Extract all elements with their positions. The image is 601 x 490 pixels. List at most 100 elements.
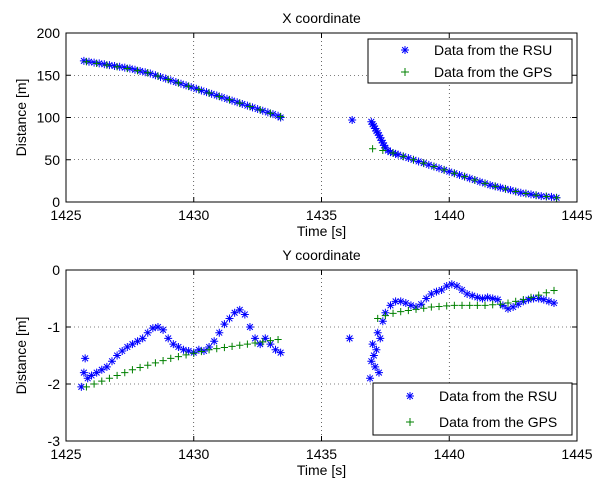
plot2-gps-point bbox=[412, 305, 420, 313]
plot1-gps-point bbox=[542, 192, 550, 201]
plot1-rsu-point bbox=[182, 81, 191, 90]
plot1-rsu-point bbox=[348, 116, 357, 125]
plot1-rsu-point bbox=[110, 61, 119, 70]
plot1-x-tick-label: 1435 bbox=[306, 207, 337, 223]
plot2-x-tick-label: 1430 bbox=[178, 446, 209, 462]
plot1-y-tick-label: 100 bbox=[37, 110, 61, 126]
plot2-gps-point bbox=[504, 299, 512, 307]
plot1-rsu-point bbox=[445, 167, 454, 176]
plot2-rsu-point bbox=[369, 351, 378, 360]
plot2-gps-point bbox=[519, 296, 527, 304]
plot1-gps-point bbox=[440, 166, 448, 174]
plot1-rsu-point bbox=[274, 111, 283, 120]
plot1-rsu-point bbox=[380, 141, 389, 150]
plot1-y-tick-label: 50 bbox=[44, 152, 60, 168]
plot2-y-tick-label: -3 bbox=[48, 433, 61, 449]
plot1-rsu-point bbox=[161, 74, 170, 83]
plot2-rsu-point bbox=[240, 310, 249, 319]
plot1-rsu-point bbox=[187, 83, 196, 92]
plot1-legend-label-2: Data from the GPS bbox=[434, 64, 552, 80]
plot1-rsu-point bbox=[369, 121, 378, 130]
plot2-gps-point bbox=[542, 289, 550, 297]
plot2-rsu-point bbox=[473, 293, 482, 302]
plot2-rsu-point bbox=[367, 357, 376, 366]
plot1-gps-point bbox=[481, 179, 489, 188]
plot1-gps-point bbox=[246, 102, 254, 111]
plot2-rsu-point bbox=[245, 323, 254, 331]
plot2-title: Y coordinate bbox=[282, 247, 361, 263]
plot2-rsu-point bbox=[368, 340, 377, 349]
plot2-rsu-point bbox=[133, 337, 142, 346]
plot2-gps-point bbox=[190, 349, 198, 357]
plot2-rsu-point bbox=[422, 294, 431, 303]
plot2-rsu-point bbox=[179, 345, 188, 354]
plot1-gps-point bbox=[369, 145, 377, 153]
plot1-gps-point bbox=[195, 86, 203, 94]
plot2-gps-point bbox=[259, 338, 267, 346]
plot2-rsu-point bbox=[77, 382, 86, 391]
plot2-legend-label-2: Data from the GPS bbox=[439, 414, 557, 430]
plot2-rsu-point bbox=[123, 342, 132, 351]
plot1-gps-point bbox=[420, 159, 428, 167]
plot2-legend-label-1: Data from the RSU bbox=[439, 388, 557, 404]
plot1-gps-point bbox=[409, 156, 418, 164]
plot2-rsu-point bbox=[468, 291, 477, 300]
plot2-gps-point bbox=[151, 359, 160, 367]
plot2-rsu-point bbox=[437, 285, 446, 294]
plot2-y-tick-label: 0 bbox=[52, 262, 60, 278]
plot2-gps-point bbox=[243, 340, 252, 348]
plot1-rsu-point bbox=[90, 58, 99, 67]
plot2-rsu-point bbox=[458, 285, 467, 294]
plot1-rsu-point bbox=[537, 192, 546, 201]
plot1-gps-point bbox=[501, 185, 510, 193]
plot1-legend-label-1: Data from the RSU bbox=[434, 42, 552, 58]
plot2-gps-point bbox=[182, 351, 190, 359]
plot2-rsu-point bbox=[493, 295, 502, 304]
plot2-gps-point bbox=[443, 302, 451, 310]
plot2-rsu-point bbox=[483, 293, 492, 302]
plot2-rsu-point bbox=[102, 362, 111, 371]
plot2-rsu-point bbox=[113, 351, 122, 360]
plot2-rsu-point bbox=[524, 295, 533, 304]
plot1-gps-point bbox=[93, 59, 101, 68]
plot1-rsu-point bbox=[130, 65, 139, 74]
plot2-series-1 bbox=[77, 280, 559, 391]
plot1-rsu-point bbox=[414, 157, 423, 166]
plot2-rsu-point bbox=[215, 328, 224, 337]
plot1-gps-point bbox=[266, 109, 274, 117]
plot2-rsu-point bbox=[345, 334, 354, 343]
plot2-rsu-point bbox=[417, 300, 426, 309]
plot1-gps-point bbox=[491, 182, 499, 190]
plot2-gps-point bbox=[435, 302, 443, 311]
plot2-gps-point bbox=[82, 383, 91, 391]
plot2-legend-box bbox=[372, 382, 573, 436]
plot2-gps-point bbox=[397, 308, 405, 316]
plot2-gps-point bbox=[389, 309, 397, 317]
plot1-x-tick-label: 1440 bbox=[434, 207, 465, 223]
plot2-rsu-point bbox=[374, 368, 383, 377]
plot2-legend-marker-rsu bbox=[406, 392, 414, 400]
plot2-rsu-point bbox=[251, 334, 260, 343]
plot1-rsu-point bbox=[146, 69, 155, 78]
plot1-rsu-point bbox=[367, 117, 376, 126]
plot2-y-tick-label: -1 bbox=[48, 319, 61, 335]
plot2-gps-point bbox=[174, 353, 183, 361]
plot1-gps-point bbox=[133, 67, 142, 75]
plot2-rsu-point bbox=[164, 334, 173, 343]
plot1-gps-point bbox=[379, 146, 387, 155]
plot2-rsu-point bbox=[97, 365, 106, 374]
plot1-y-tick-label: 200 bbox=[37, 25, 61, 41]
plot2-rsu-point bbox=[81, 354, 90, 363]
plot2-x-tick-label: 1445 bbox=[561, 446, 592, 462]
plot2-rsu-point bbox=[401, 299, 410, 308]
plot2-rsu-point bbox=[276, 348, 285, 357]
plot2-series-2 bbox=[82, 286, 558, 391]
plot2-rsu-point bbox=[488, 294, 497, 303]
plot2-rsu-point bbox=[432, 287, 441, 296]
plot2-gps-point bbox=[266, 337, 274, 345]
plot1-rsu-point bbox=[391, 149, 400, 158]
plot1-rsu-point bbox=[386, 148, 395, 157]
plot2-rsu-point bbox=[372, 345, 381, 354]
plot2-gps-point bbox=[404, 306, 412, 315]
